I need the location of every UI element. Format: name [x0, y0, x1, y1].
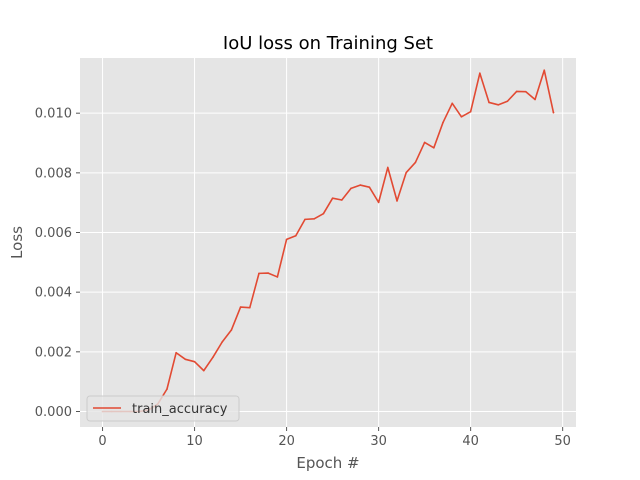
- data-point: [276, 276, 279, 278]
- data-point: [506, 100, 509, 103]
- x-tick-label: 20: [278, 434, 295, 449]
- data-point: [488, 101, 490, 104]
- data-point: [543, 69, 546, 72]
- data-point: [341, 199, 343, 201]
- axis-ticks: 0 10 20 30 40 50 0.000 0.002 0.004 0.006 0.008 0.01…: [35, 107, 571, 449]
- data-point: [322, 212, 325, 215]
- data-point: [248, 306, 251, 309]
- legend-box: [86, 395, 240, 422]
- y-tick-label: 0.000: [35, 405, 72, 420]
- data-point: [184, 358, 187, 361]
- x-axis-label: Epoch #: [296, 454, 359, 472]
- legend-label: train_accuracy: [132, 402, 228, 417]
- data-point: [313, 217, 316, 220]
- data-point: [525, 90, 527, 93]
- x-tick-label: 40: [462, 434, 479, 449]
- x-tick-label: 10: [186, 434, 203, 449]
- data-point: [230, 329, 233, 331]
- data-point: [451, 102, 454, 105]
- legend: train_accuracy: [86, 395, 240, 422]
- data-point: [387, 166, 389, 169]
- data-point: [479, 72, 481, 75]
- data-point: [350, 187, 352, 190]
- series-line-train-accuracy: [101, 69, 555, 413]
- data-point: [221, 341, 223, 343]
- y-tick-label: 0.008: [35, 166, 72, 181]
- data-point: [405, 171, 408, 174]
- data-point: [368, 186, 371, 188]
- data-point: [239, 306, 242, 308]
- data-point: [267, 272, 269, 274]
- data-point: [423, 141, 426, 144]
- data-point: [294, 234, 297, 237]
- x-tick-label: 50: [554, 434, 571, 449]
- data-point: [497, 104, 500, 106]
- data-point: [396, 200, 398, 202]
- data-point: [469, 110, 472, 113]
- data-point: [175, 351, 177, 354]
- data-point: [442, 121, 444, 124]
- chart-title: IoU loss on Training Set: [223, 33, 433, 54]
- data-point: [534, 98, 536, 101]
- data-point: [552, 111, 555, 114]
- plot-area: [80, 58, 576, 427]
- y-axis-label: Loss: [8, 226, 26, 259]
- data-point: [193, 360, 196, 363]
- data-point: [212, 356, 214, 359]
- data-point: [377, 201, 380, 204]
- data-point: [433, 146, 435, 149]
- x-tick-label: 0: [98, 434, 106, 449]
- grid-lines: [80, 58, 576, 427]
- data-point: [166, 388, 168, 390]
- y-tick-label: 0.010: [35, 107, 72, 122]
- data-point: [285, 238, 288, 241]
- y-tick-label: 0.004: [35, 286, 72, 301]
- data-point: [460, 115, 463, 118]
- data-point: [258, 272, 260, 275]
- data-point: [515, 90, 518, 93]
- data-point: [304, 218, 306, 221]
- y-tick-label: 0.002: [35, 345, 72, 360]
- y-tick-label: 0.006: [35, 226, 72, 241]
- data-point: [414, 161, 417, 164]
- data-point: [331, 197, 334, 199]
- x-tick-label: 30: [370, 434, 387, 449]
- data-point: [359, 184, 362, 186]
- data-point: [202, 369, 205, 372]
